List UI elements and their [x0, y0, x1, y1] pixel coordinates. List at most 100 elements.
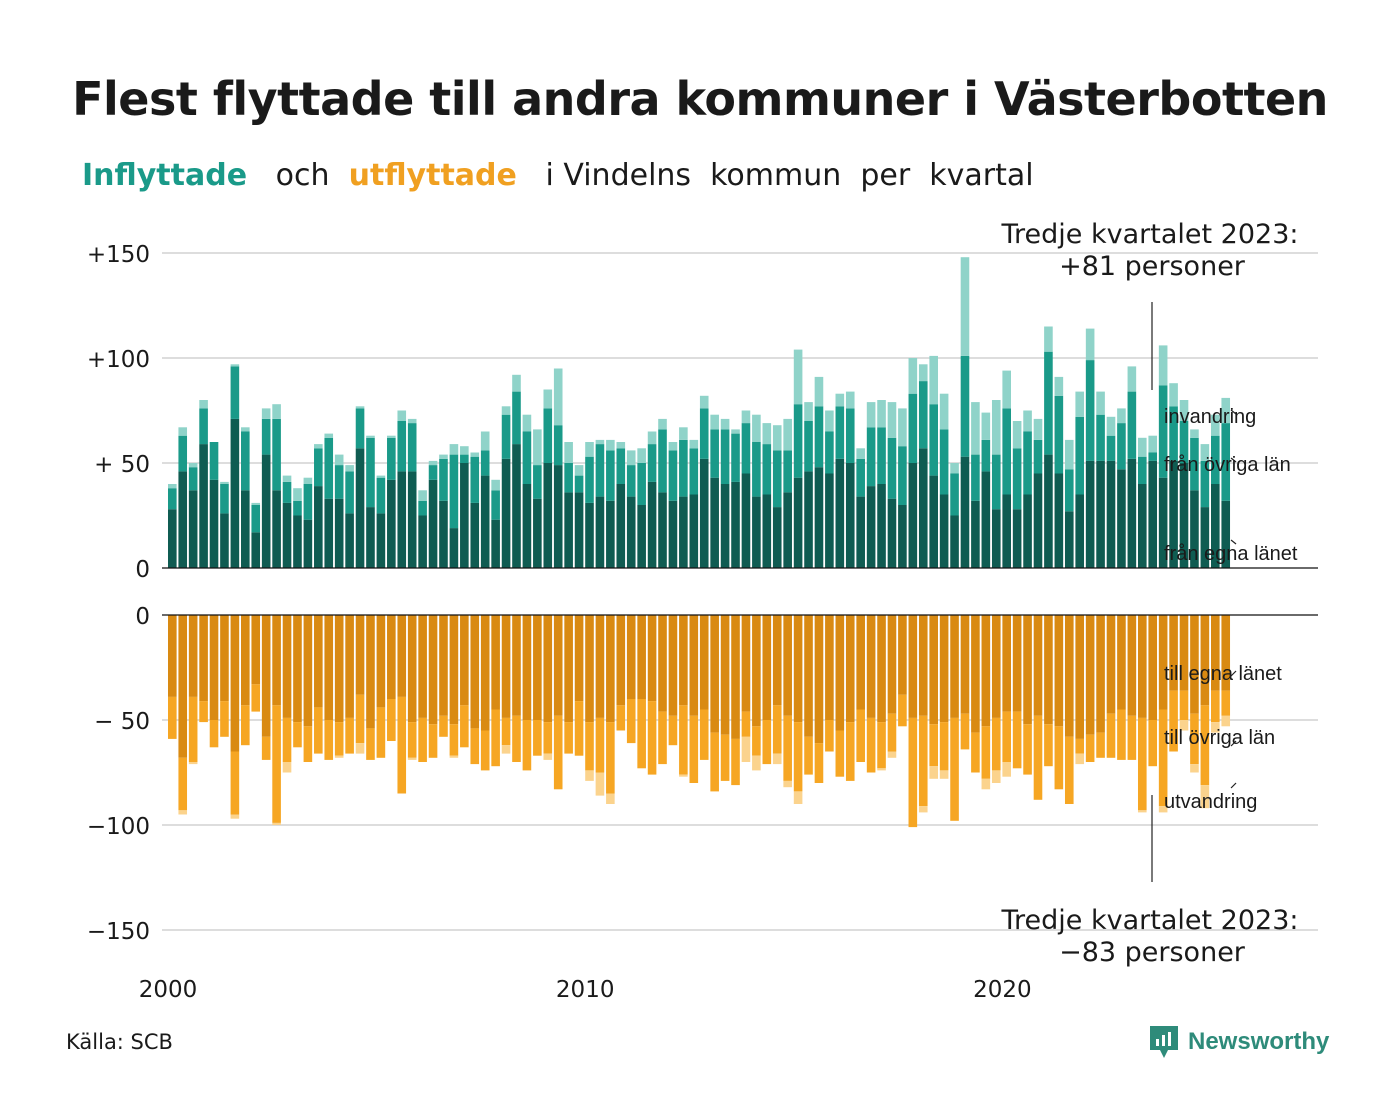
inflow-bar — [908, 358, 918, 394]
inflow-bar — [533, 429, 542, 466]
inflow-bar — [772, 425, 782, 451]
outflow-bar — [960, 713, 970, 750]
outflow-bar — [1012, 615, 1022, 712]
inflow-bar — [585, 442, 594, 457]
inflow-bar — [1054, 473, 1064, 568]
inflow-bar — [658, 492, 667, 568]
inflow-bar — [241, 431, 250, 491]
inflow-bar — [178, 471, 188, 568]
inflow-bar — [199, 408, 208, 445]
inflow-bar — [1127, 391, 1137, 459]
inflow-bar — [282, 475, 292, 482]
inflow-bar — [1033, 439, 1043, 474]
outflow-bar — [752, 615, 761, 727]
outflow-bar — [887, 615, 897, 714]
inflow-bar — [825, 431, 834, 474]
bottom-callout-line1: Tredje kvartalet 2023: — [1001, 905, 1299, 936]
inflow-bar — [741, 473, 751, 568]
inflow-bar — [772, 507, 782, 568]
inflow-bar — [720, 484, 730, 568]
inflow-bar — [616, 448, 626, 484]
inflow-bar — [1200, 460, 1210, 508]
outflow-bar — [428, 615, 438, 725]
outflow-bar — [595, 772, 605, 796]
x-tick-labels: 2000 2010 2020 — [139, 977, 1032, 1003]
outflow-bar — [501, 717, 511, 746]
inflow-bar — [783, 492, 792, 568]
inflow-bar — [814, 376, 824, 407]
inflow-bar — [470, 456, 480, 503]
outflow-bar — [741, 736, 751, 762]
outflow-bar — [345, 717, 354, 754]
inflow-bar — [1127, 458, 1137, 568]
inflow-bar — [324, 498, 334, 568]
inflow-bar — [762, 423, 772, 445]
inflow-bar — [939, 393, 949, 430]
outflow-bar — [178, 810, 188, 815]
outflow-bar — [449, 724, 459, 756]
outflow-bar — [898, 694, 907, 727]
outflow-bar — [230, 751, 240, 815]
outflow-bar — [752, 755, 761, 771]
outflow-bar — [658, 711, 667, 765]
outflow-bar — [699, 709, 709, 760]
chart-title: Flest flyttade till andra kommuner i Väs… — [72, 72, 1328, 126]
inflow-bar — [480, 450, 490, 476]
inflow-bar — [804, 471, 813, 568]
outflow-bar — [1002, 615, 1011, 712]
outflow-bar — [1033, 715, 1043, 800]
outflow-bar — [355, 743, 365, 754]
outflow-bar — [1064, 615, 1074, 737]
inflow-bar — [845, 391, 855, 409]
inflow-bar — [376, 477, 386, 514]
outflow-bar — [606, 615, 615, 723]
outflow-bar — [1054, 726, 1064, 790]
outflow-bar — [282, 615, 292, 718]
outflow-bar — [553, 715, 563, 790]
outflow-bar — [199, 701, 208, 723]
inflow-bar — [752, 496, 761, 568]
outflow-bar — [1096, 615, 1105, 733]
inflow-bar — [971, 402, 980, 455]
outflow-bar — [366, 615, 375, 729]
inflow-bar — [814, 467, 824, 568]
inflow-bar — [762, 444, 772, 495]
inflow-bar — [355, 448, 365, 568]
inflow-bars — [168, 257, 1231, 568]
inflow-bar — [282, 481, 292, 503]
series-label-leader — [1230, 782, 1237, 789]
inflow-bar — [334, 454, 344, 466]
outflow-bar — [585, 722, 594, 771]
inflow-bar — [731, 429, 740, 434]
series-label-leader — [1230, 740, 1237, 747]
outflow-bar — [1148, 615, 1158, 720]
outflow-bar — [856, 709, 865, 762]
inflow-bar — [877, 484, 886, 568]
outflow-bar — [950, 717, 959, 821]
inflow-bar — [397, 421, 407, 472]
inflow-bar — [991, 454, 1001, 510]
inflow-bar — [752, 442, 761, 497]
outflow-bar — [1190, 713, 1199, 765]
outflow-bar — [991, 770, 1001, 783]
inflow-bar — [209, 479, 219, 568]
outflow-bar — [887, 751, 897, 758]
inflow-bar — [856, 496, 865, 568]
inflow-bar — [929, 355, 938, 405]
outflow-bar — [699, 615, 709, 710]
inflow-bar — [647, 444, 657, 482]
outflow-bar — [272, 615, 281, 706]
outflow-bar — [397, 615, 407, 697]
inflow-bar — [501, 406, 511, 415]
inflow-bar — [699, 458, 709, 568]
inflow-bar — [710, 477, 719, 568]
inflow-bar — [866, 427, 876, 487]
outflow-bar — [731, 738, 740, 786]
outflow-bar — [1117, 709, 1126, 760]
series-label-leader — [1230, 409, 1237, 415]
inflow-bar — [491, 479, 500, 491]
inflow-bar — [449, 444, 459, 455]
inflow-bar — [543, 408, 553, 463]
outflow-bar — [1127, 615, 1137, 716]
inflow-bar — [574, 465, 584, 476]
